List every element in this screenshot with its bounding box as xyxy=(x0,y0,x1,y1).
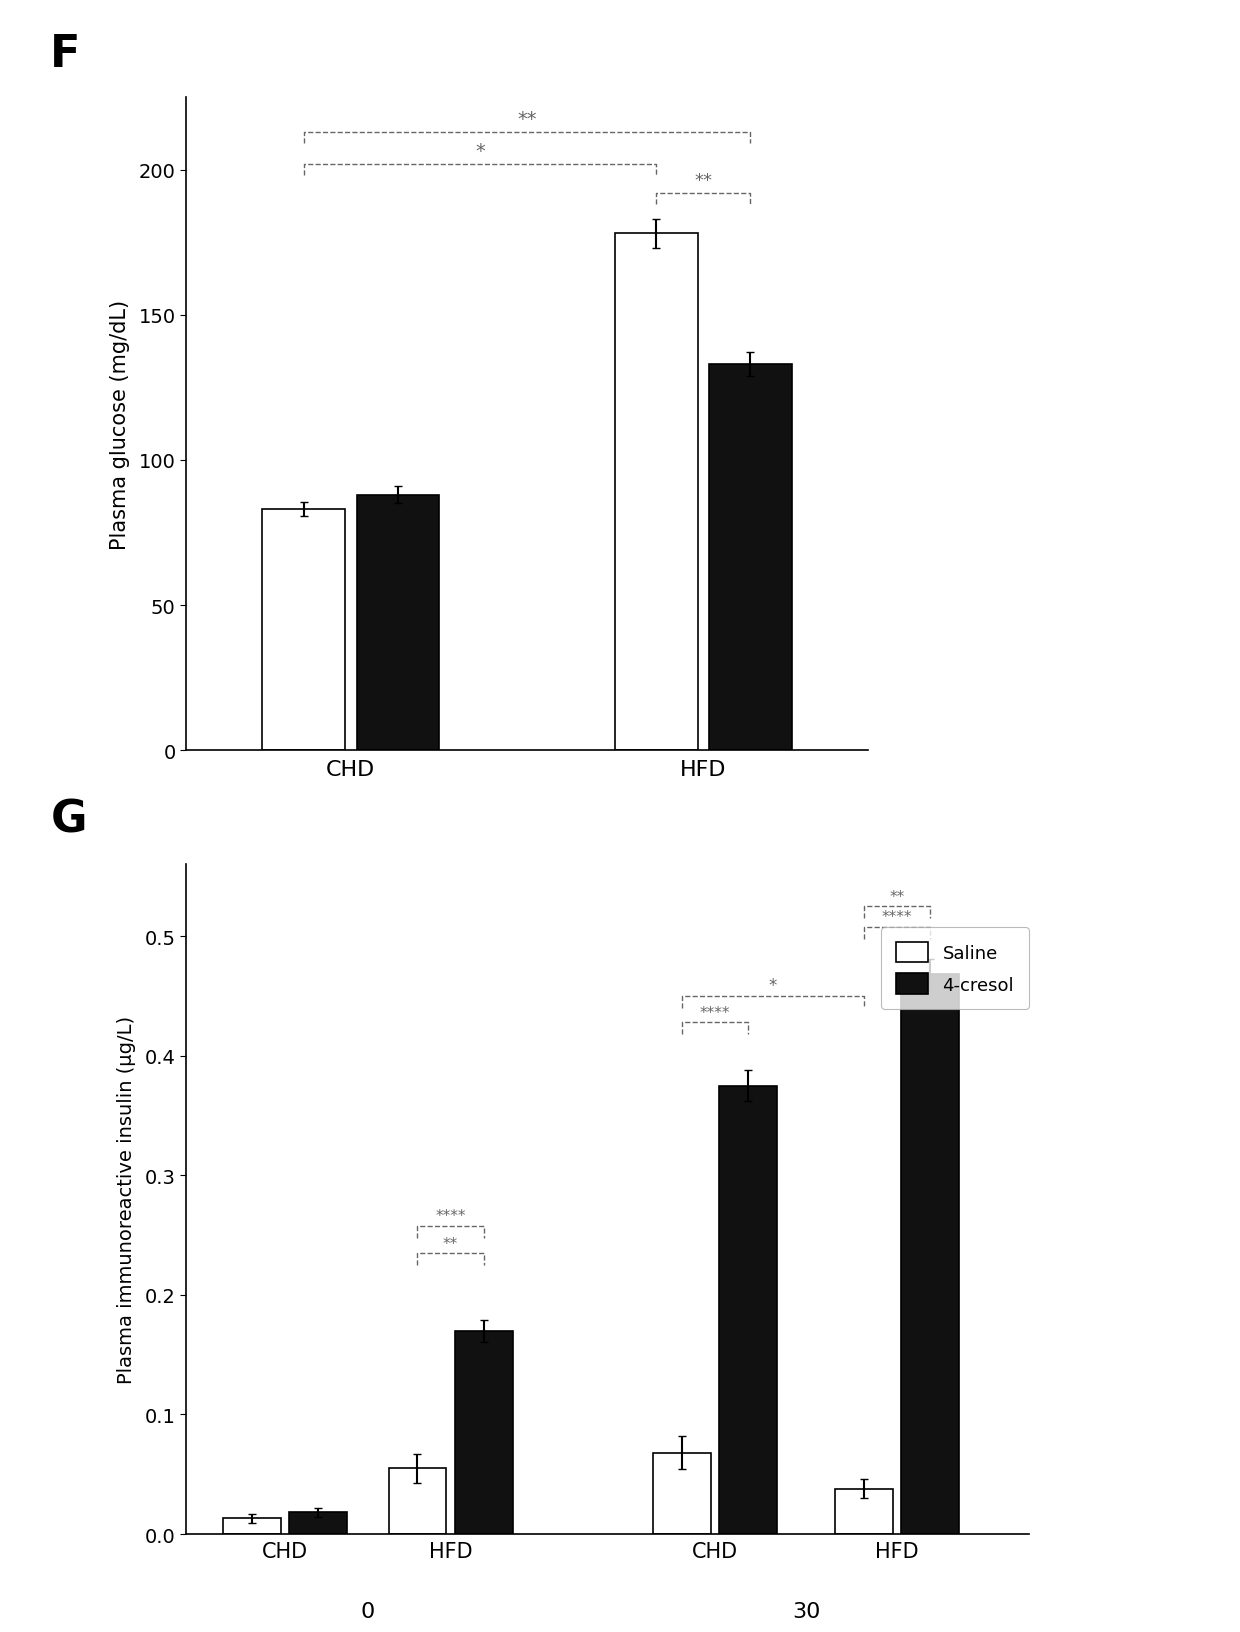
Text: ****: **** xyxy=(699,1005,730,1020)
Bar xyxy=(653,1452,711,1534)
Text: G: G xyxy=(51,798,88,840)
Text: F: F xyxy=(50,33,79,75)
Y-axis label: Plasma immunoreactive insulin (μg/L): Plasma immunoreactive insulin (μg/L) xyxy=(118,1015,136,1384)
Bar xyxy=(709,366,791,751)
Bar xyxy=(223,1518,281,1534)
Text: 0: 0 xyxy=(361,1601,374,1621)
Bar xyxy=(719,1085,777,1534)
Text: ****: **** xyxy=(435,1208,466,1224)
Y-axis label: Plasma glucose (mg/dL): Plasma glucose (mg/dL) xyxy=(110,299,130,550)
Bar xyxy=(357,496,439,751)
Text: **: ** xyxy=(517,111,537,129)
Text: **: ** xyxy=(889,889,904,904)
Text: 30: 30 xyxy=(792,1601,820,1621)
Bar xyxy=(615,235,698,751)
Text: **: ** xyxy=(443,1235,458,1250)
Bar xyxy=(901,974,959,1534)
Bar xyxy=(289,1513,347,1534)
Bar xyxy=(263,509,345,751)
Bar xyxy=(388,1469,446,1534)
Bar xyxy=(835,1488,893,1534)
Text: *: * xyxy=(475,142,485,162)
Text: ****: **** xyxy=(882,909,913,925)
Legend: Saline, 4-cresol: Saline, 4-cresol xyxy=(882,927,1029,1009)
Bar xyxy=(455,1332,512,1534)
Text: **: ** xyxy=(694,173,712,191)
Text: *: * xyxy=(769,976,777,994)
